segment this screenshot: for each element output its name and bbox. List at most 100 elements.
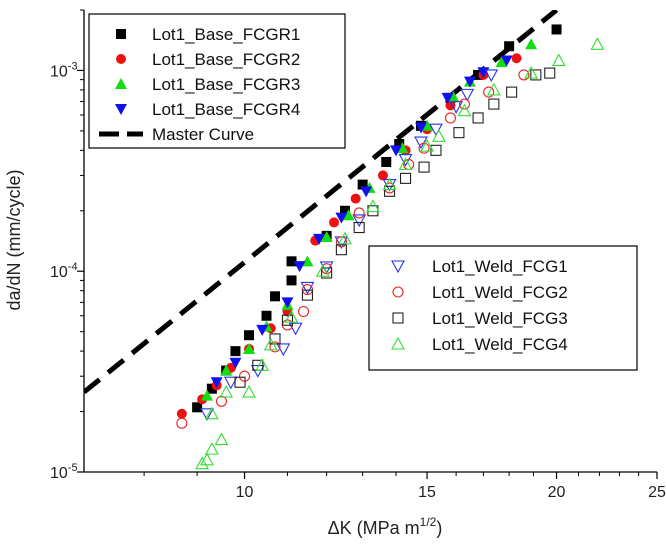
data-point [400,172,412,184]
legend-symbol [116,54,126,64]
data-point [242,384,256,398]
data-point [551,53,566,67]
data-point [511,53,522,64]
data-point [495,56,508,68]
legend-symbol [115,78,127,89]
data-point [263,337,278,351]
data-point [281,314,294,326]
legend-symbol [392,312,404,324]
data-point [551,24,562,35]
x-axis-title-main: ΔK (MPa m [328,518,420,538]
data-point [219,384,234,398]
data-point [256,324,269,336]
data-point [301,289,314,301]
data-point [335,236,347,248]
data-point [357,179,368,190]
data-point [214,432,229,446]
series-lot1-weld-fcg3 [234,67,556,388]
legend-frame [88,13,346,149]
data-point [321,267,333,279]
legend-entry-label: Lot1_Weld_FCG4 [432,335,568,354]
data-point [524,65,539,79]
data-point [353,222,365,234]
axes: 10 15 20 25 10-5 10-4 10-3 [50,9,666,501]
data-point [473,69,484,80]
plot-area [84,10,605,470]
data-point [488,98,500,110]
data-point [415,122,428,134]
data-point [500,55,513,67]
data-point [383,185,396,197]
data-point [486,82,501,96]
data-point [382,177,397,191]
data-point [421,119,434,131]
data-point [518,69,530,81]
data-point [394,139,405,150]
data-point [313,233,326,245]
data-point [506,86,518,98]
data-point [293,261,306,273]
data-point [234,376,246,388]
series-lot1-weld-fcg4 [195,37,605,470]
x-tick-label: 20 [548,484,566,501]
data-point [381,156,392,167]
legend-symbol [392,286,404,298]
data-point [200,452,214,466]
data-point [269,341,281,353]
data-point [301,284,314,296]
data-point [250,365,265,378]
legend-weld: Lot1_Weld_FCG1 Lot1_Weld_FCG2 Lot1_Weld_FC… [368,245,638,371]
y-tick-label: 10-5 [50,462,78,482]
legend-entry-label: Lot1_Weld_FCG3 [432,309,568,328]
data-point [525,38,538,50]
data-point [229,357,242,369]
legend-entry-label: Lot1_Base_FCGR4 [152,100,300,119]
data-point [243,342,256,354]
data-point [195,456,210,470]
data-point [301,255,314,267]
data-point [390,145,403,157]
legend-entry-label: Lot1_Base_FCGR1 [152,25,300,44]
y-tick-label: 10-4 [50,261,78,281]
data-point [284,310,299,323]
data-point [431,129,446,142]
data-point [315,264,330,277]
x-axis-title: ΔK (MPa m1/2) [328,515,443,538]
data-point [460,88,475,102]
data-point [590,37,605,50]
data-point [335,244,347,256]
data-point [350,193,361,204]
data-point [204,406,219,420]
data-point [453,127,465,139]
legend-entry-label: Master Curve [152,125,254,144]
legend-symbol [116,29,126,39]
data-point [286,275,297,286]
legend-symbol [115,104,127,115]
y-tick-label: 10-3 [50,60,78,80]
data-point [335,212,348,224]
data-point [176,417,188,429]
data-point [504,41,515,52]
data-point [230,346,241,357]
data-point [398,157,413,171]
data-point [457,103,472,117]
data-point [339,205,350,216]
data-point [244,330,255,341]
data-point [269,333,281,345]
legend-frame [368,245,638,371]
data-point [418,161,430,173]
data-point [192,402,203,413]
data-point [201,389,214,401]
data-point [418,142,430,154]
data-point [396,142,409,154]
data-point [447,90,460,102]
data-point [441,92,454,104]
data-point [204,441,219,455]
data-point [255,358,270,371]
data-point [472,112,484,124]
data-point [220,364,233,376]
data-point [297,305,310,318]
legend-symbol [391,260,405,274]
data-point [353,207,365,219]
